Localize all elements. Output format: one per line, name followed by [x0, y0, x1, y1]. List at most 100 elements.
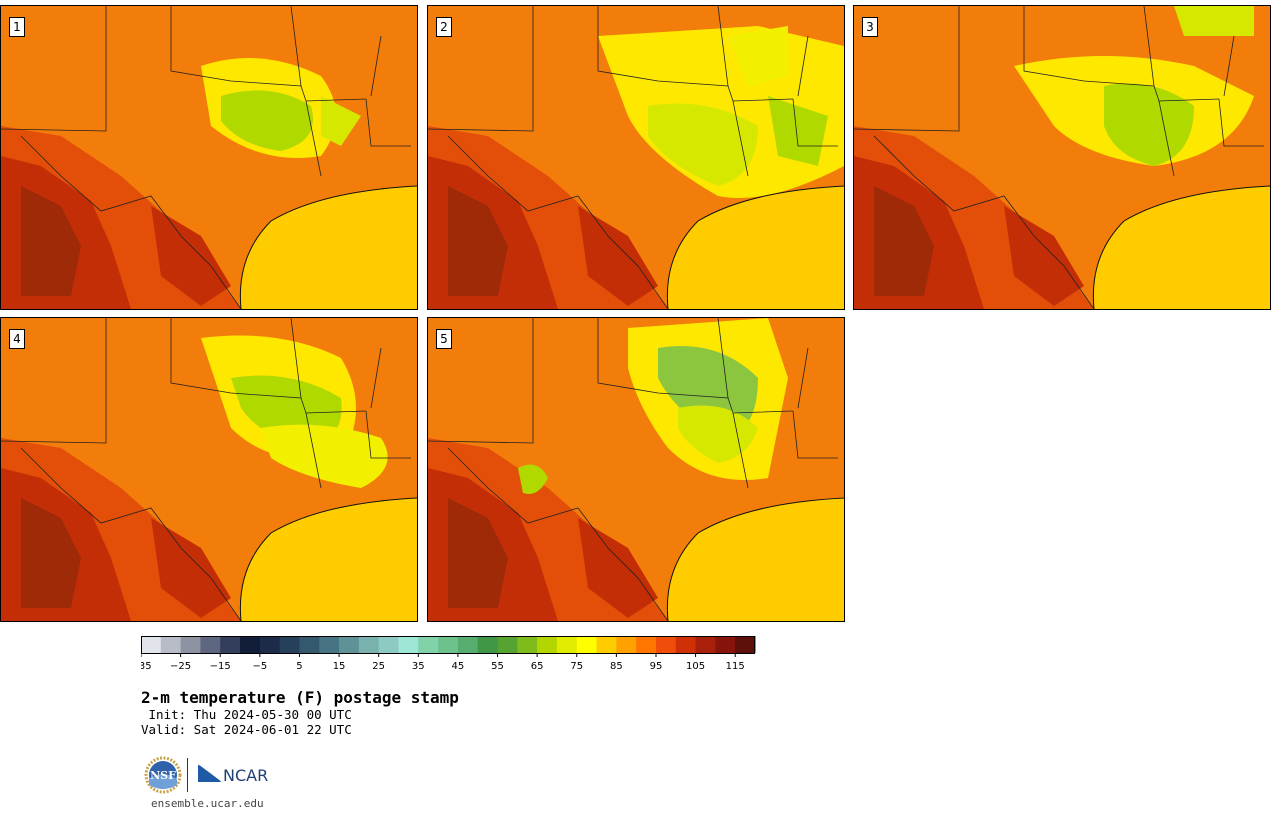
colorbar-tick-label: 85	[610, 661, 623, 672]
colorbar-bin	[319, 636, 340, 653]
temperature-map	[1, 318, 417, 621]
svg-text:NSF: NSF	[150, 769, 176, 782]
boundary-line	[597, 6, 794, 102]
colorbar-bin	[358, 636, 380, 653]
boundary-line	[290, 6, 302, 87]
temperature-shading	[151, 518, 231, 618]
init-time: Init: Thu 2024-05-30 00 UTC	[141, 707, 352, 722]
boundary-line	[792, 410, 838, 459]
colorbar-tick-label: 105	[686, 661, 705, 672]
colorbar-tick-label: 95	[650, 661, 663, 672]
coastline	[666, 185, 844, 309]
colorbar-bin	[200, 636, 221, 653]
website-url: ensemble.ucar.edu	[151, 797, 264, 810]
boundary-line	[290, 318, 302, 399]
colorbar-bin	[675, 636, 697, 653]
temperature-map	[854, 6, 1270, 309]
boundary-line	[447, 447, 669, 621]
colorbar-bin	[418, 636, 439, 653]
boundary-line	[20, 447, 242, 621]
postage-stamp-panel-3: 3	[853, 5, 1271, 310]
temperature-map	[1, 6, 417, 309]
boundary-line	[1, 6, 107, 132]
gulf-of-mexico	[240, 186, 417, 309]
temperature-shading	[578, 518, 658, 618]
boundary-line	[305, 100, 322, 177]
panel-number-label: 4	[9, 329, 25, 349]
postage-stamp-panel-5: 5	[427, 317, 845, 622]
figure-title: 2-m temperature (F) postage stamp	[141, 688, 459, 707]
boundary-line	[873, 135, 1095, 309]
temperature-map	[428, 318, 844, 621]
boundary-line	[1, 318, 107, 444]
temperature-shading	[21, 498, 81, 608]
colorbar-tick-label: 115	[726, 661, 745, 672]
boundary-line	[1223, 35, 1235, 97]
boundary-line	[365, 410, 411, 459]
colorbar-tick-label: −35	[141, 661, 152, 672]
boundary-line	[20, 135, 242, 309]
temperature-shading	[678, 405, 758, 463]
temperature-shading	[1104, 83, 1194, 166]
colorbar-bin	[160, 636, 182, 653]
panel-number-label: 5	[436, 329, 452, 349]
colorbar-bin	[220, 636, 241, 653]
colorbar-bin	[616, 636, 637, 653]
colorbar-tick-label: 25	[372, 661, 385, 672]
boundary-line	[717, 6, 729, 87]
temperature-shading	[768, 96, 828, 166]
boundary-line	[732, 412, 749, 489]
boundary-line	[717, 318, 729, 399]
boundary-line	[370, 35, 382, 97]
colorbar-bin	[141, 636, 162, 653]
boundary-line	[428, 318, 534, 444]
colorbar-bin	[180, 636, 201, 653]
colorbar-tick-label: 65	[531, 661, 544, 672]
temperature-shading	[518, 464, 548, 494]
boundary-line	[797, 347, 809, 409]
boundary-line	[597, 318, 794, 414]
colorbar-bin	[556, 636, 578, 653]
colorbar-bin	[378, 636, 399, 653]
boundary-line	[447, 135, 669, 309]
boundary-line	[1143, 6, 1155, 87]
colorbar-bin	[636, 636, 657, 653]
temperature-colorbar: −35 −25 −15 −5 5 15 25 35 45 55 65 75 85 95 105 115	[141, 636, 756, 672]
valid-time: Valid: Sat 2024-06-01 22 UTC	[141, 722, 352, 737]
colorbar-tick-label: 15	[333, 661, 346, 672]
colorbar-tick-label: 75	[570, 661, 583, 672]
colorbar-bin	[497, 636, 518, 653]
ncar-logo: NCAR	[197, 763, 268, 785]
colorbar-bin	[735, 636, 756, 653]
colorbar-tick-label: −25	[170, 661, 191, 672]
colorbar-bin	[596, 636, 617, 653]
colorbar-bin	[517, 636, 538, 653]
temperature-map	[428, 6, 844, 309]
gulf-of-mexico	[240, 498, 417, 621]
colorbar-bin	[398, 636, 419, 653]
boundary-line	[732, 100, 749, 177]
boundary-line	[305, 412, 322, 489]
temperature-shading	[321, 96, 361, 146]
boundary-line	[1218, 98, 1264, 147]
colorbar-bin	[655, 636, 677, 653]
colorbar-bin	[299, 636, 320, 653]
coastline	[666, 497, 844, 621]
gulf-of-mexico	[667, 498, 844, 621]
nsf-logo: NSF	[144, 756, 182, 794]
coastline	[239, 497, 417, 621]
postage-stamp-panel-2: 2	[427, 5, 845, 310]
panel-number-label: 3	[862, 17, 878, 37]
boundary-line	[370, 347, 382, 409]
coastline	[239, 185, 417, 309]
temperature-shading	[448, 498, 508, 608]
svg-text:NCAR: NCAR	[223, 766, 268, 785]
colorbar-bin	[477, 636, 499, 653]
gulf-of-mexico	[667, 186, 844, 309]
colorbar-tick-label: −5	[252, 661, 267, 672]
colorbar-bin	[576, 636, 598, 653]
colorbar-bin	[715, 636, 736, 653]
colorbar-bin	[259, 636, 281, 653]
boundary-line	[1158, 100, 1175, 177]
gulf-of-mexico	[1093, 186, 1270, 309]
